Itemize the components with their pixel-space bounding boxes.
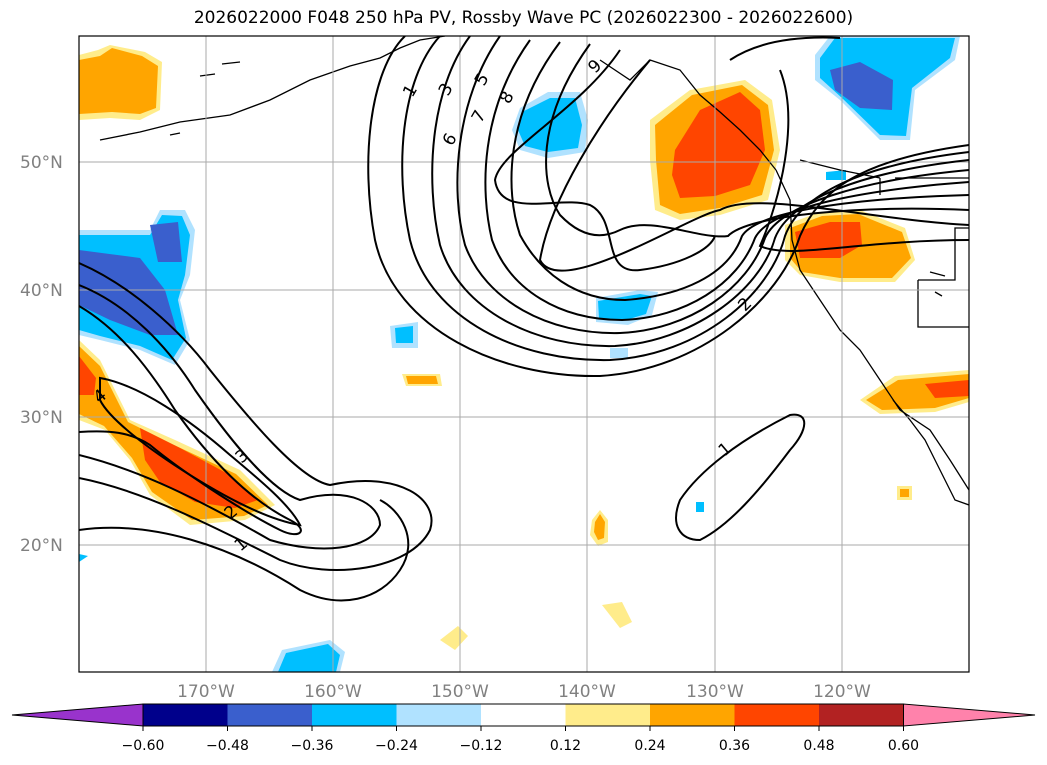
colorbar-tick-label: −0.24	[375, 738, 418, 754]
colorbar-tick-label: 0.48	[803, 738, 834, 754]
colorbar-swatch	[312, 704, 397, 726]
lat-labels: 50°N 40°N 30°N 20°N	[20, 153, 63, 556]
colorbar-swatch	[396, 704, 481, 726]
colorbar-tick-label: 0.24	[634, 738, 665, 754]
colorbar-tick-label: −0.12	[460, 738, 503, 754]
colorbar-extend-low	[11, 703, 144, 727]
colorbar-swatch	[481, 704, 566, 726]
lat-label: 30°N	[20, 408, 63, 428]
lon-label: 170°W	[177, 682, 235, 702]
map-title: 2026022000 F048 250 hPa PV, Rossby Wave …	[193, 8, 854, 28]
lon-label: 120°W	[813, 682, 871, 702]
colorbar-swatch	[650, 704, 735, 726]
lon-labels: 170°W 160°W 150°W 140°W 130°W 120°W	[177, 682, 871, 702]
colorbar-swatch	[565, 704, 650, 726]
plot-frame	[78, 35, 970, 673]
colorbar-swatch	[143, 704, 228, 726]
pc-contours	[79, 36, 969, 602]
lat-label: 40°N	[20, 281, 63, 301]
lat-label: 20°N	[20, 536, 63, 556]
colorbar-tick-label: 0.12	[550, 738, 581, 754]
colorbar-frame	[142, 703, 904, 727]
colorbar-tick-label: −0.48	[206, 738, 249, 754]
lon-label: 140°W	[558, 682, 616, 702]
colorbar-tick-label: 0.60	[888, 738, 919, 754]
colorbar-swatch	[227, 704, 312, 726]
colorbar-tick-label: −0.36	[291, 738, 334, 754]
plot-area: 1 3 5 6 7 8 9 2 4 3 2 1 1	[79, 36, 969, 672]
lat-label: 50°N	[20, 153, 63, 173]
lon-label: 130°W	[686, 682, 744, 702]
colorbar-tick-label: 0.36	[719, 738, 750, 754]
lon-label: 160°W	[304, 682, 362, 702]
lon-label: 150°W	[431, 682, 489, 702]
colorbar-swatch	[819, 704, 904, 726]
colorbar: −0.60 −0.48 −0.36 −0.24 −0.12 0.12 0.24 0.36 0.4…	[11, 703, 1036, 754]
colorbar-tick-label: −0.60	[122, 738, 165, 754]
anomaly-shading	[79, 36, 969, 672]
colorbar-swatch	[734, 704, 819, 726]
colorbar-extend-high	[903, 703, 1036, 727]
